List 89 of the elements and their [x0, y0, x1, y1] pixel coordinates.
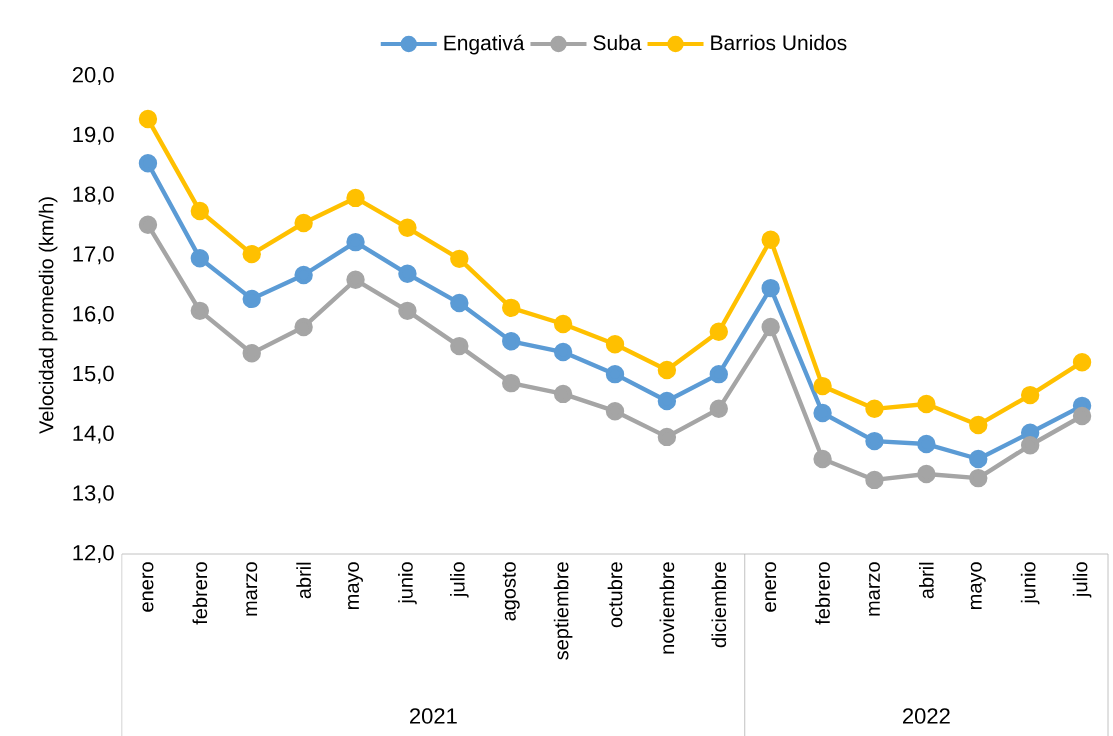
point [553, 314, 573, 334]
point [605, 364, 625, 384]
point [761, 230, 780, 249]
point [553, 342, 573, 362]
point [761, 278, 780, 298]
point [138, 215, 158, 234]
x-tick-label: julio [450, 562, 469, 598]
point [761, 317, 780, 337]
y-axis-title: Velocidad promedio (km/h) [38, 197, 58, 434]
point [190, 201, 210, 221]
legend-label: Engativá [444, 34, 525, 55]
point [450, 336, 469, 356]
x-tick-label: enero [142, 562, 154, 612]
x-tick-label: marzo [246, 562, 258, 616]
point [709, 322, 728, 341]
legend-label: Barrios Unidos [711, 34, 847, 51]
point [190, 301, 210, 321]
x-tick-label: febrero [815, 562, 830, 625]
legend-label: Suba [593, 34, 642, 51]
point [969, 449, 988, 469]
point [813, 376, 832, 396]
y-tick-label: 19,0 [73, 126, 114, 145]
point [398, 264, 417, 283]
point [1020, 385, 1040, 405]
point [1072, 406, 1092, 426]
y-tick-label: 14,0 [73, 425, 114, 444]
y-tick-label: 16,0 [73, 305, 114, 325]
text: 2022 [903, 708, 950, 724]
point [138, 109, 158, 129]
point [294, 213, 313, 233]
point [398, 301, 417, 321]
point [346, 270, 365, 289]
y-tick-label: 18,0 [73, 186, 114, 205]
x-tick-label: enero [765, 562, 777, 612]
x-tick-label: abril [919, 562, 934, 599]
point [502, 373, 521, 393]
x-tick-label: marzo [869, 562, 880, 616]
y-tick-label: 20,0 [72, 66, 114, 86]
point [917, 434, 936, 454]
point [346, 188, 365, 208]
point [709, 399, 728, 419]
point [865, 470, 884, 490]
y-tick-label: 17,0 [73, 246, 114, 265]
x-tick-label: junio [1020, 562, 1040, 605]
x-tick-label: septiembre [553, 562, 573, 660]
point [502, 298, 521, 318]
point [502, 332, 521, 351]
x-tick-label: diciembre [711, 562, 727, 648]
point [242, 344, 261, 363]
y-tick-label: 15,0 [73, 365, 114, 384]
point [1020, 436, 1040, 455]
point [294, 265, 313, 285]
point [242, 244, 261, 264]
point [969, 415, 988, 435]
x-tick-label: noviembre [659, 562, 675, 654]
point [190, 249, 210, 268]
point [917, 394, 936, 414]
point [450, 249, 469, 269]
point [709, 364, 728, 384]
text: 2021 [410, 708, 457, 724]
x-tick-label: abril [296, 562, 311, 599]
point [605, 402, 625, 421]
point [657, 427, 677, 447]
point [865, 431, 884, 451]
x-tick-label: julio [1072, 562, 1092, 598]
point [657, 360, 677, 380]
x-tick-label: agosto [502, 562, 520, 621]
point [346, 232, 365, 252]
point [605, 335, 625, 354]
x-tick-label: mayo [348, 562, 363, 609]
point [398, 218, 417, 237]
point [969, 468, 988, 488]
y-tick-label: 13,0 [73, 485, 114, 504]
x-tick-label: octubre [607, 562, 623, 628]
point [813, 403, 832, 423]
point [657, 391, 677, 411]
point [865, 399, 884, 419]
point [1072, 353, 1092, 372]
y-tick-label: 12,0 [73, 544, 114, 564]
x-tick-label: junio [398, 562, 417, 605]
point [917, 464, 936, 484]
point [138, 154, 158, 173]
point [553, 384, 573, 404]
x-tick-label: mayo [970, 562, 986, 609]
point [242, 289, 261, 309]
point [450, 293, 469, 313]
x-tick-label: febrero [192, 562, 208, 625]
point [294, 317, 313, 337]
point [813, 449, 832, 469]
